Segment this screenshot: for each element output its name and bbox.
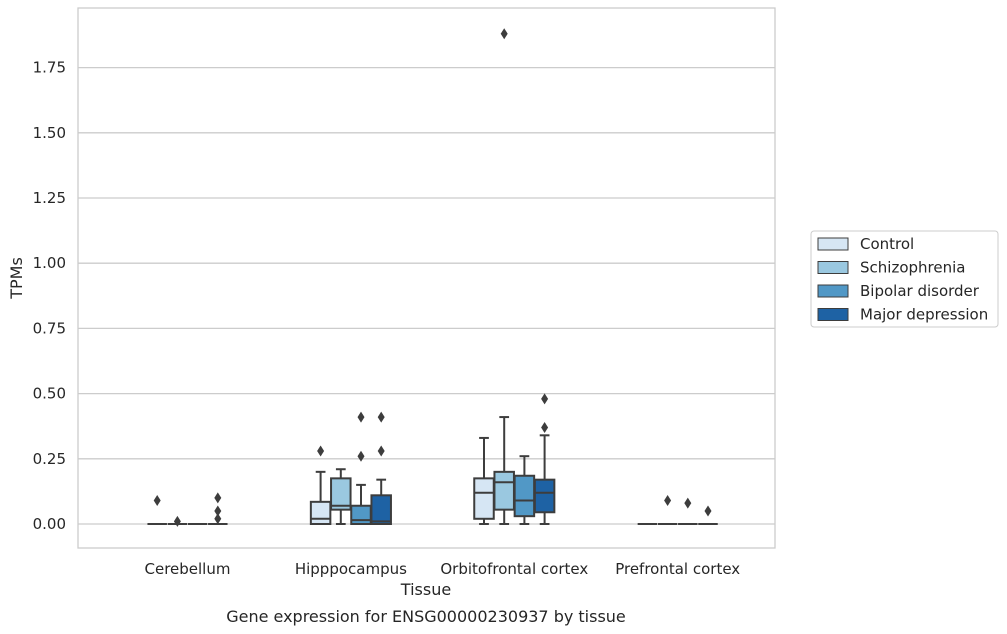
box-major-depression xyxy=(533,393,556,525)
box-control xyxy=(147,495,167,525)
box-bipolar-disorder xyxy=(513,455,536,525)
outlier-point xyxy=(704,505,712,517)
outlier-point xyxy=(377,445,385,457)
legend-label: Major depression xyxy=(860,306,988,324)
outlier-point xyxy=(173,515,181,527)
iqr-box xyxy=(350,504,372,525)
outlier-point xyxy=(684,497,692,509)
y-tick-label: 1.75 xyxy=(33,59,66,77)
grid-lines xyxy=(78,66,775,525)
outlier-point xyxy=(500,28,508,40)
legend-swatch xyxy=(817,261,849,274)
y-tick-label: 1.00 xyxy=(33,254,66,272)
legend: Control Schizophrenia Bipolar disorder Majo… xyxy=(810,230,999,328)
legend-swatch xyxy=(817,237,849,251)
outlier-point xyxy=(357,411,365,423)
y-tick-label: 0.50 xyxy=(33,385,66,403)
plot-area-frame xyxy=(77,7,776,549)
y-axis-title: TPMs xyxy=(7,257,26,300)
box-plot-series xyxy=(147,28,718,527)
box-major-depression xyxy=(208,492,228,525)
x-tick-label: Hipppocampus xyxy=(295,560,407,578)
outlier-point xyxy=(317,445,325,457)
box-schizophrenia xyxy=(330,468,352,525)
iqr-box xyxy=(330,477,352,511)
x-axis-title: Tissue xyxy=(400,580,451,599)
box-major-depression xyxy=(370,411,392,526)
box-schizophrenia xyxy=(167,515,188,527)
x-tick-label: Cerebellum xyxy=(145,560,231,578)
box-schizophrenia xyxy=(657,495,678,525)
outlier-point xyxy=(214,505,222,517)
y-axis-ticks: 0.00 0.25 0.50 0.75 1.00 1.25 1.50 1.75 xyxy=(33,59,66,533)
iqr-box xyxy=(309,500,332,525)
outlier-point xyxy=(214,513,222,525)
legend-frame xyxy=(810,230,999,328)
legend-swatch xyxy=(817,308,849,321)
legend-label: Schizophrenia xyxy=(860,259,965,277)
legend-label: Control xyxy=(860,235,914,253)
outlier-point xyxy=(153,495,161,507)
box-control xyxy=(473,436,495,525)
y-tick-label: 0.25 xyxy=(33,450,66,468)
box-bipolar-disorder xyxy=(678,497,698,525)
box-bipolar-disorder xyxy=(350,411,372,525)
box-schizophrenia xyxy=(493,28,515,525)
outlier-point xyxy=(541,422,549,434)
x-tick-label: Prefrontal cortex xyxy=(615,560,740,578)
x-tick-label: Orbitofrontal cortex xyxy=(440,560,588,578)
y-tick-label: 0.00 xyxy=(33,515,66,533)
iqr-box xyxy=(533,478,556,514)
iqr-box xyxy=(370,494,392,526)
y-tick-label: 1.25 xyxy=(33,189,66,207)
outlier-point xyxy=(541,393,549,405)
outlier-point xyxy=(377,411,385,423)
y-tick-label: 0.75 xyxy=(33,319,66,337)
iqr-box xyxy=(493,470,515,511)
outlier-point xyxy=(357,450,365,462)
box-major-depression xyxy=(698,505,718,525)
y-tick-label: 1.50 xyxy=(33,124,66,142)
box-control xyxy=(309,445,332,525)
x-axis-ticks: Cerebellum Hipppocampus Orbitofrontal cort… xyxy=(145,560,741,578)
outlier-point xyxy=(214,492,222,504)
iqr-box xyxy=(513,474,536,518)
iqr-box xyxy=(473,477,495,520)
chart-caption: Gene expression for ENSG00000230937 by t… xyxy=(226,607,626,626)
legend-label: Bipolar disorder xyxy=(860,282,980,300)
outlier-point xyxy=(664,495,672,507)
legend-swatch xyxy=(817,284,849,298)
